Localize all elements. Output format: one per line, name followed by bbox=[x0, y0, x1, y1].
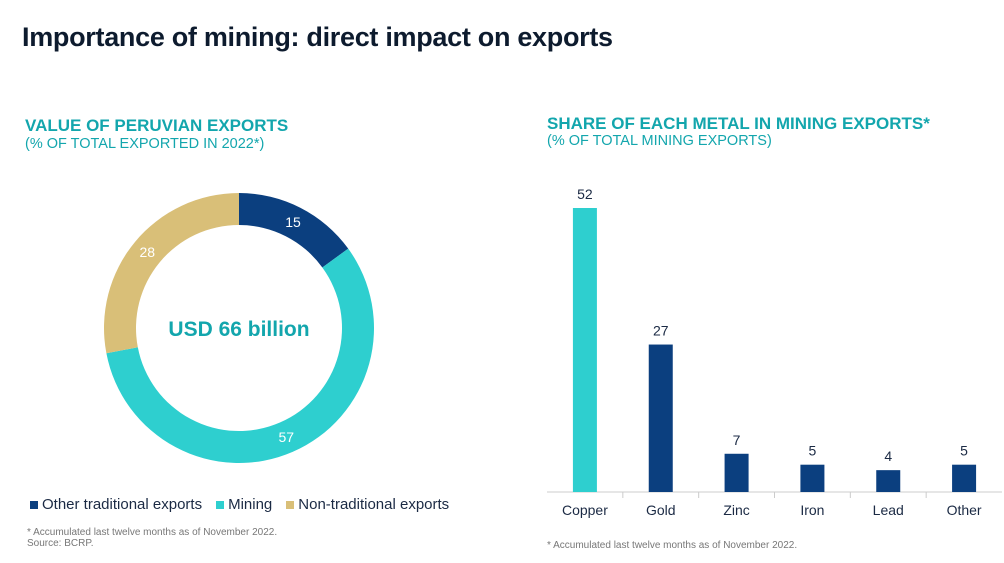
bar-value-label: 52 bbox=[577, 186, 593, 202]
bar-chart: 52 Copper 27 Gold 7 Zinc 5 Iron 4 Lead 5 Other bbox=[547, 186, 1002, 518]
bar-subtitle: (% OF TOTAL MINING EXPORTS) bbox=[547, 133, 772, 149]
bar-other bbox=[952, 464, 977, 492]
bar-value-label: 5 bbox=[960, 443, 968, 459]
bar-iron bbox=[800, 464, 825, 492]
legend-item-other-traditional: Other traditional exports bbox=[30, 496, 202, 513]
donut-title: VALUE OF PERUVIAN EXPORTS bbox=[25, 116, 289, 135]
donut-slice bbox=[103, 193, 239, 354]
donut-slice bbox=[106, 248, 375, 463]
donut-footnote: * Accumulated last twelve months as of N… bbox=[27, 527, 278, 538]
legend-label: Mining bbox=[228, 496, 273, 513]
donut-legend: Other traditional exports Mining Non-tra… bbox=[30, 496, 449, 513]
x-tick-label: Gold bbox=[646, 502, 676, 518]
bar-gold bbox=[648, 344, 673, 492]
bar-copper bbox=[572, 208, 597, 492]
donut-source: Source: BCRP. bbox=[27, 538, 94, 549]
donut-center-label: USD 66 billion bbox=[168, 318, 309, 341]
slice-label: 15 bbox=[285, 214, 301, 230]
legend-label: Other traditional exports bbox=[42, 496, 203, 513]
bar-value-label: 7 bbox=[733, 432, 741, 448]
x-tick-label: Copper bbox=[562, 502, 608, 518]
bar-value-label: 4 bbox=[884, 448, 892, 464]
bar-value-label: 5 bbox=[809, 443, 817, 459]
legend-swatch bbox=[216, 501, 225, 510]
donut-subtitle: (% OF TOTAL EXPORTED IN 2022*) bbox=[25, 136, 265, 152]
legend-swatch bbox=[286, 501, 295, 510]
slice-label: 28 bbox=[140, 244, 156, 260]
legend-item-mining: Mining bbox=[216, 496, 272, 513]
slice-label: 57 bbox=[278, 429, 294, 445]
x-tick-label: Zinc bbox=[723, 502, 749, 518]
bar-zinc bbox=[724, 453, 749, 492]
x-tick-label: Iron bbox=[800, 502, 824, 518]
donut-chart: 15 57 28 USD 66 billion bbox=[103, 193, 375, 463]
legend-item-non-traditional: Non-traditional exports bbox=[286, 496, 449, 513]
bar-value-label: 27 bbox=[653, 323, 669, 339]
legend-swatch bbox=[30, 501, 38, 510]
x-tick-label: Lead bbox=[873, 502, 904, 518]
donut-slice bbox=[239, 193, 349, 268]
bar-footnote: * Accumulated last twelve months as of N… bbox=[547, 540, 798, 551]
x-tick-label: Other bbox=[947, 502, 982, 518]
bar-lead bbox=[876, 470, 901, 492]
legend-label: Non-traditional exports bbox=[298, 496, 450, 513]
page-title: Importance of mining: direct impact on e… bbox=[22, 22, 613, 52]
bar-title: SHARE OF EACH METAL IN MINING EXPORTS* bbox=[547, 114, 930, 133]
